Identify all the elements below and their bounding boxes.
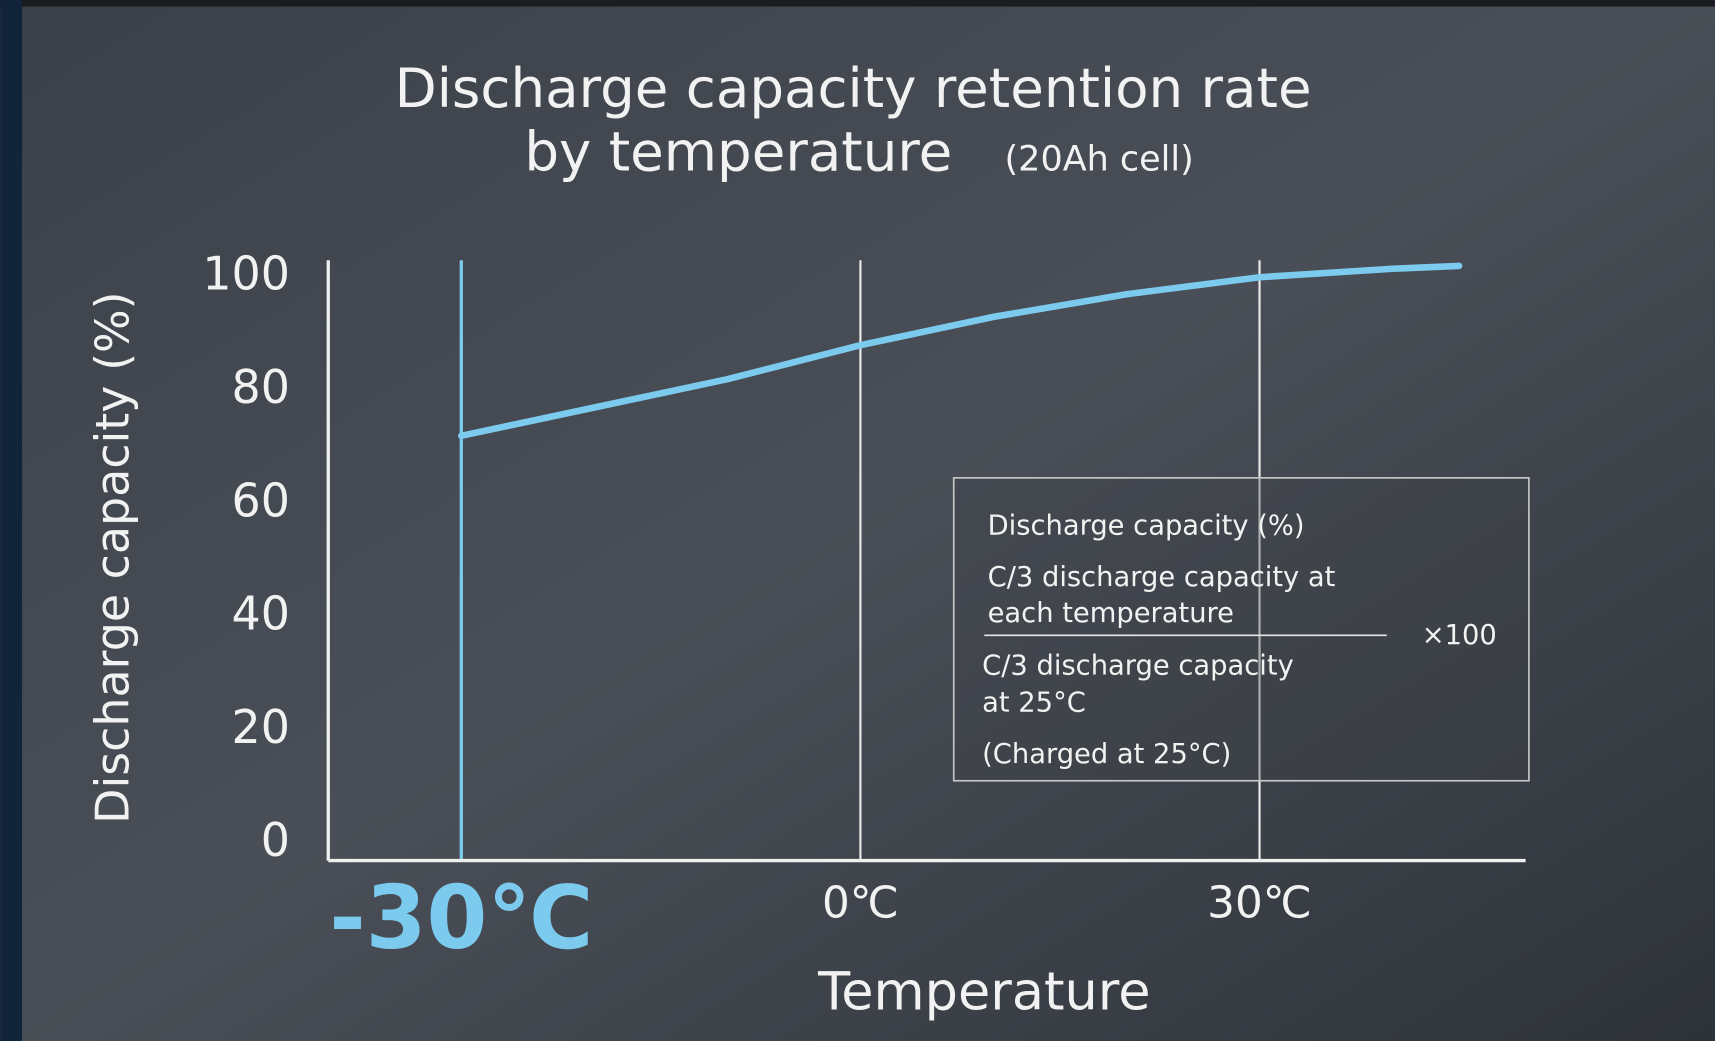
annotation-multiplier: ×100 [1422, 620, 1497, 651]
annotation-heading: Discharge capacity (%) [988, 511, 1305, 542]
chart-subtitle: (20Ah cell) [1005, 140, 1194, 180]
x-tick-label: 0℃ [822, 877, 899, 928]
annotation-numerator: each temperature [988, 598, 1234, 629]
annotation-numerator: C/3 discharge capacity at [988, 562, 1336, 593]
y-tick-label: 20 [232, 700, 290, 754]
annotation-denominator: at 25°C [982, 688, 1086, 719]
top-bar [0, 0, 1715, 7]
y-axis-label: Discharge capacity (%) [86, 291, 140, 823]
x-tick-label: -30℃ [329, 867, 593, 969]
y-tick-label: 100 [202, 247, 290, 301]
y-tick-label: 80 [232, 360, 290, 414]
chart: Discharge capacity retention rate by tem… [0, 0, 1715, 1041]
y-tick-label: 60 [232, 473, 290, 527]
left-strip [0, 0, 22, 1041]
chart-title: by temperature [524, 119, 952, 183]
x-axis-label: Temperature [817, 962, 1150, 1023]
y-tick-label: 40 [232, 587, 290, 641]
y-tick-label: 0 [261, 813, 290, 867]
x-tick-label: 30℃ [1207, 877, 1312, 928]
chart-title: Discharge capacity retention rate [395, 56, 1312, 120]
annotation-box: Discharge capacity (%) C/3 discharge cap… [954, 478, 1529, 781]
annotation-denominator: C/3 discharge capacity [982, 651, 1294, 682]
annotation-note: (Charged at 25°C) [982, 739, 1231, 770]
